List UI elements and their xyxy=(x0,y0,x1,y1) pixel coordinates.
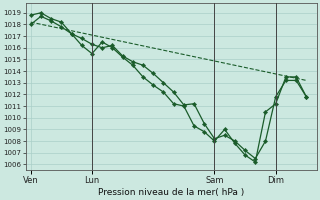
X-axis label: Pression niveau de la mer( hPa ): Pression niveau de la mer( hPa ) xyxy=(98,188,244,197)
